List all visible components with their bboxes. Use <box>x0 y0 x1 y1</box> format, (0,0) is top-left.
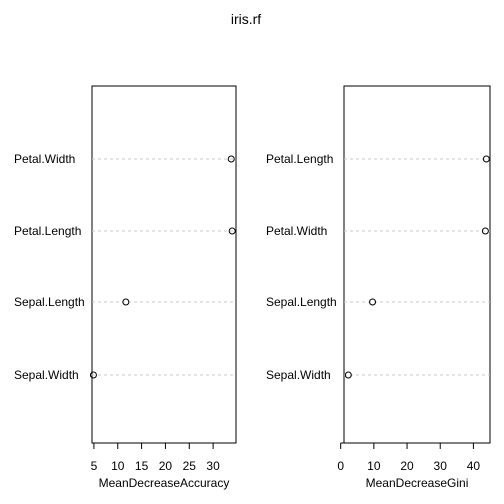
data-point <box>228 227 236 235</box>
variable-label: Petal.Length <box>14 224 81 238</box>
data-point <box>122 298 130 306</box>
x-tick-label: 30 <box>206 459 220 473</box>
x-tick-label: 0 <box>337 459 344 473</box>
panel-mean-decrease-gini: Petal.Length Petal.Width Sepal.Length Sepal… <box>266 85 491 490</box>
variable-label: Sepal.Width <box>266 368 331 382</box>
x-tick-label: 10 <box>367 459 381 473</box>
x-axis-title: MeanDecreaseAccuracy <box>99 476 230 490</box>
x-tick-label: 40 <box>467 459 481 473</box>
data-point <box>481 227 489 235</box>
x-tick-label: 20 <box>400 459 414 473</box>
chart-title: iris.rf <box>231 11 261 27</box>
x-tick-label: 25 <box>183 459 197 473</box>
x-axis-title: MeanDecreaseGini <box>366 476 469 490</box>
variable-label: Petal.Width <box>266 224 327 238</box>
variable-label: Petal.Width <box>14 152 75 166</box>
plot-frame <box>343 85 491 444</box>
data-point <box>344 371 352 379</box>
plot-frame <box>91 85 237 444</box>
variable-label: Sepal.Width <box>14 368 79 382</box>
variable-label: Sepal.Length <box>266 295 337 309</box>
x-tick-label: 20 <box>159 459 173 473</box>
x-tick-label: 15 <box>135 459 149 473</box>
x-tick-label: 5 <box>91 459 98 473</box>
panel-mean-decrease-accuracy: Petal.Width Petal.Length Sepal.Length Sepal… <box>14 85 237 490</box>
data-point <box>227 155 235 163</box>
x-tick-label: 30 <box>434 459 448 473</box>
variable-label: Sepal.Length <box>14 295 85 309</box>
x-tick-label: 10 <box>111 459 125 473</box>
data-point <box>369 298 377 306</box>
data-point <box>482 155 490 163</box>
data-point <box>89 371 97 379</box>
variable-label: Petal.Length <box>266 152 333 166</box>
